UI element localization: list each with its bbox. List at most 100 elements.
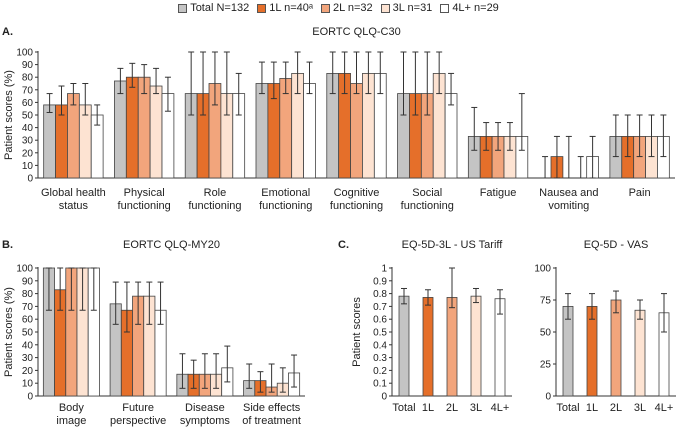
legend-label: Total N=132 (190, 2, 250, 14)
bar (67, 93, 80, 179)
y-tick-label: 50 (540, 328, 552, 339)
category-label: 3L (634, 402, 646, 414)
category-label-line: Role (204, 187, 227, 199)
bar (78, 104, 92, 179)
y-tick-label: 100 (534, 264, 551, 275)
y-tick-label: 0.3 (373, 353, 387, 364)
y-tick-label: 0 (27, 392, 33, 403)
category-label-line: Physical (124, 187, 165, 199)
y-tick-label: 20 (22, 148, 34, 159)
legend-item: 1L n=40ᵃ (257, 2, 313, 14)
category-label-line: of treatment (242, 415, 301, 427)
chart-title: EQ-5D - VAS (584, 239, 649, 251)
panel-letter: C. (338, 239, 349, 251)
category-label-line: image (56, 415, 86, 427)
y-axis-label: Patient scores (351, 297, 363, 367)
category-label: Disease symptoms (180, 402, 231, 427)
y-tick-label: 30 (22, 136, 34, 147)
legend: Total N=132 1L n=40ᵃ 2L n=32 3L n=31 4L+ n=2… (0, 0, 677, 16)
bar (149, 85, 163, 179)
y-tick-label: 75 (540, 296, 552, 307)
category-label: Cognitive functioning (330, 187, 383, 212)
y-tick-label: 80 (22, 73, 34, 84)
category-label: Side effects of treatment (242, 402, 301, 427)
legend-item: Total N=132 (178, 2, 249, 14)
y-tick-label: 1 (381, 264, 387, 275)
bar (470, 295, 482, 397)
bar (444, 93, 458, 179)
category-label-line: functioning (259, 200, 312, 212)
y-tick-label: 0.4 (373, 340, 387, 351)
y-tick-label: 0 (27, 174, 33, 185)
category-label-line: Cognitive (334, 187, 380, 199)
category-label: 2L (446, 402, 458, 414)
y-tick-label: 100 (16, 48, 33, 59)
y-tick-label: 90 (22, 60, 34, 71)
y-tick-label: 20 (22, 366, 34, 377)
category-label-line: functioning (401, 200, 454, 212)
y-tick-label: 0.6 (373, 315, 387, 326)
bar (634, 309, 646, 397)
y-tick-label: 60 (22, 315, 34, 326)
category-label: Total (556, 402, 579, 414)
bar (125, 76, 139, 179)
category-label: Emotional functioning (259, 187, 312, 212)
category-label: 4L+ (655, 402, 674, 414)
category-label-line: Nausea and (539, 187, 598, 199)
category-label-line: Pain (629, 187, 651, 199)
legend-label: 1L n=40ᵃ (269, 2, 313, 14)
legend-swatch (380, 3, 390, 13)
y-tick-label: 25 (540, 360, 552, 371)
y-tick-label: 80 (22, 289, 34, 300)
y-tick-label: 0.1 (373, 379, 387, 390)
chart-title: EQ-5D-3L - US Tariff (402, 239, 504, 251)
category-label: Body image (56, 402, 86, 427)
category-label: Fatigue (480, 187, 517, 199)
bar (586, 305, 598, 397)
category-label-line: Disease (185, 402, 225, 414)
category-label-line: vomiting (548, 200, 589, 212)
category-label: Pain (629, 187, 651, 199)
category-label: 4L+ (491, 402, 510, 414)
bar (422, 297, 434, 397)
category-label-line: functioning (188, 200, 241, 212)
bar (43, 104, 56, 179)
bar (255, 83, 269, 179)
y-tick-label: 0 (545, 392, 551, 403)
category-label: 2L (610, 402, 622, 414)
category-label-line: Social (412, 187, 442, 199)
category-label: 1L (422, 402, 434, 414)
bar (55, 104, 68, 179)
y-tick-label: 0.9 (373, 276, 387, 287)
bar (562, 305, 574, 397)
legend-swatch (320, 3, 330, 13)
bar (398, 295, 410, 397)
y-axis-label: Patient scores (%) (3, 287, 15, 377)
bar (114, 80, 127, 179)
bar (350, 83, 363, 179)
category-label: Future perspective (110, 402, 166, 427)
legend-item: 3L n=31 (380, 2, 433, 14)
legend-label: 4L+ n=29 (452, 2, 499, 14)
y-tick-label: 40 (22, 340, 34, 351)
category-label-line: Global health (41, 187, 106, 199)
panel-letter: B. (2, 239, 13, 251)
category-label: 3L (470, 402, 482, 414)
legend-item: 4L+ n=29 (440, 2, 499, 14)
y-tick-label: 0.5 (373, 328, 387, 339)
y-tick-label: 100 (16, 264, 33, 275)
category-label: Nausea and vomiting (539, 187, 598, 212)
category-label-line: Emotional (261, 187, 310, 199)
category-label: Physical functioning (118, 187, 171, 212)
y-tick-label: 50 (22, 328, 34, 339)
category-label: Role functioning (188, 187, 241, 212)
y-tick-label: 0.7 (373, 302, 387, 313)
y-tick-label: 70 (22, 302, 34, 313)
legend-label: 2L n=32 (332, 2, 373, 14)
y-tick-label: 40 (22, 123, 34, 134)
legend-label: 3L n=31 (392, 2, 433, 14)
y-tick-label: 90 (22, 276, 34, 287)
category-label-line: Fatigue (480, 187, 517, 199)
legend-swatch (178, 3, 188, 13)
y-tick-label: 10 (22, 161, 34, 172)
